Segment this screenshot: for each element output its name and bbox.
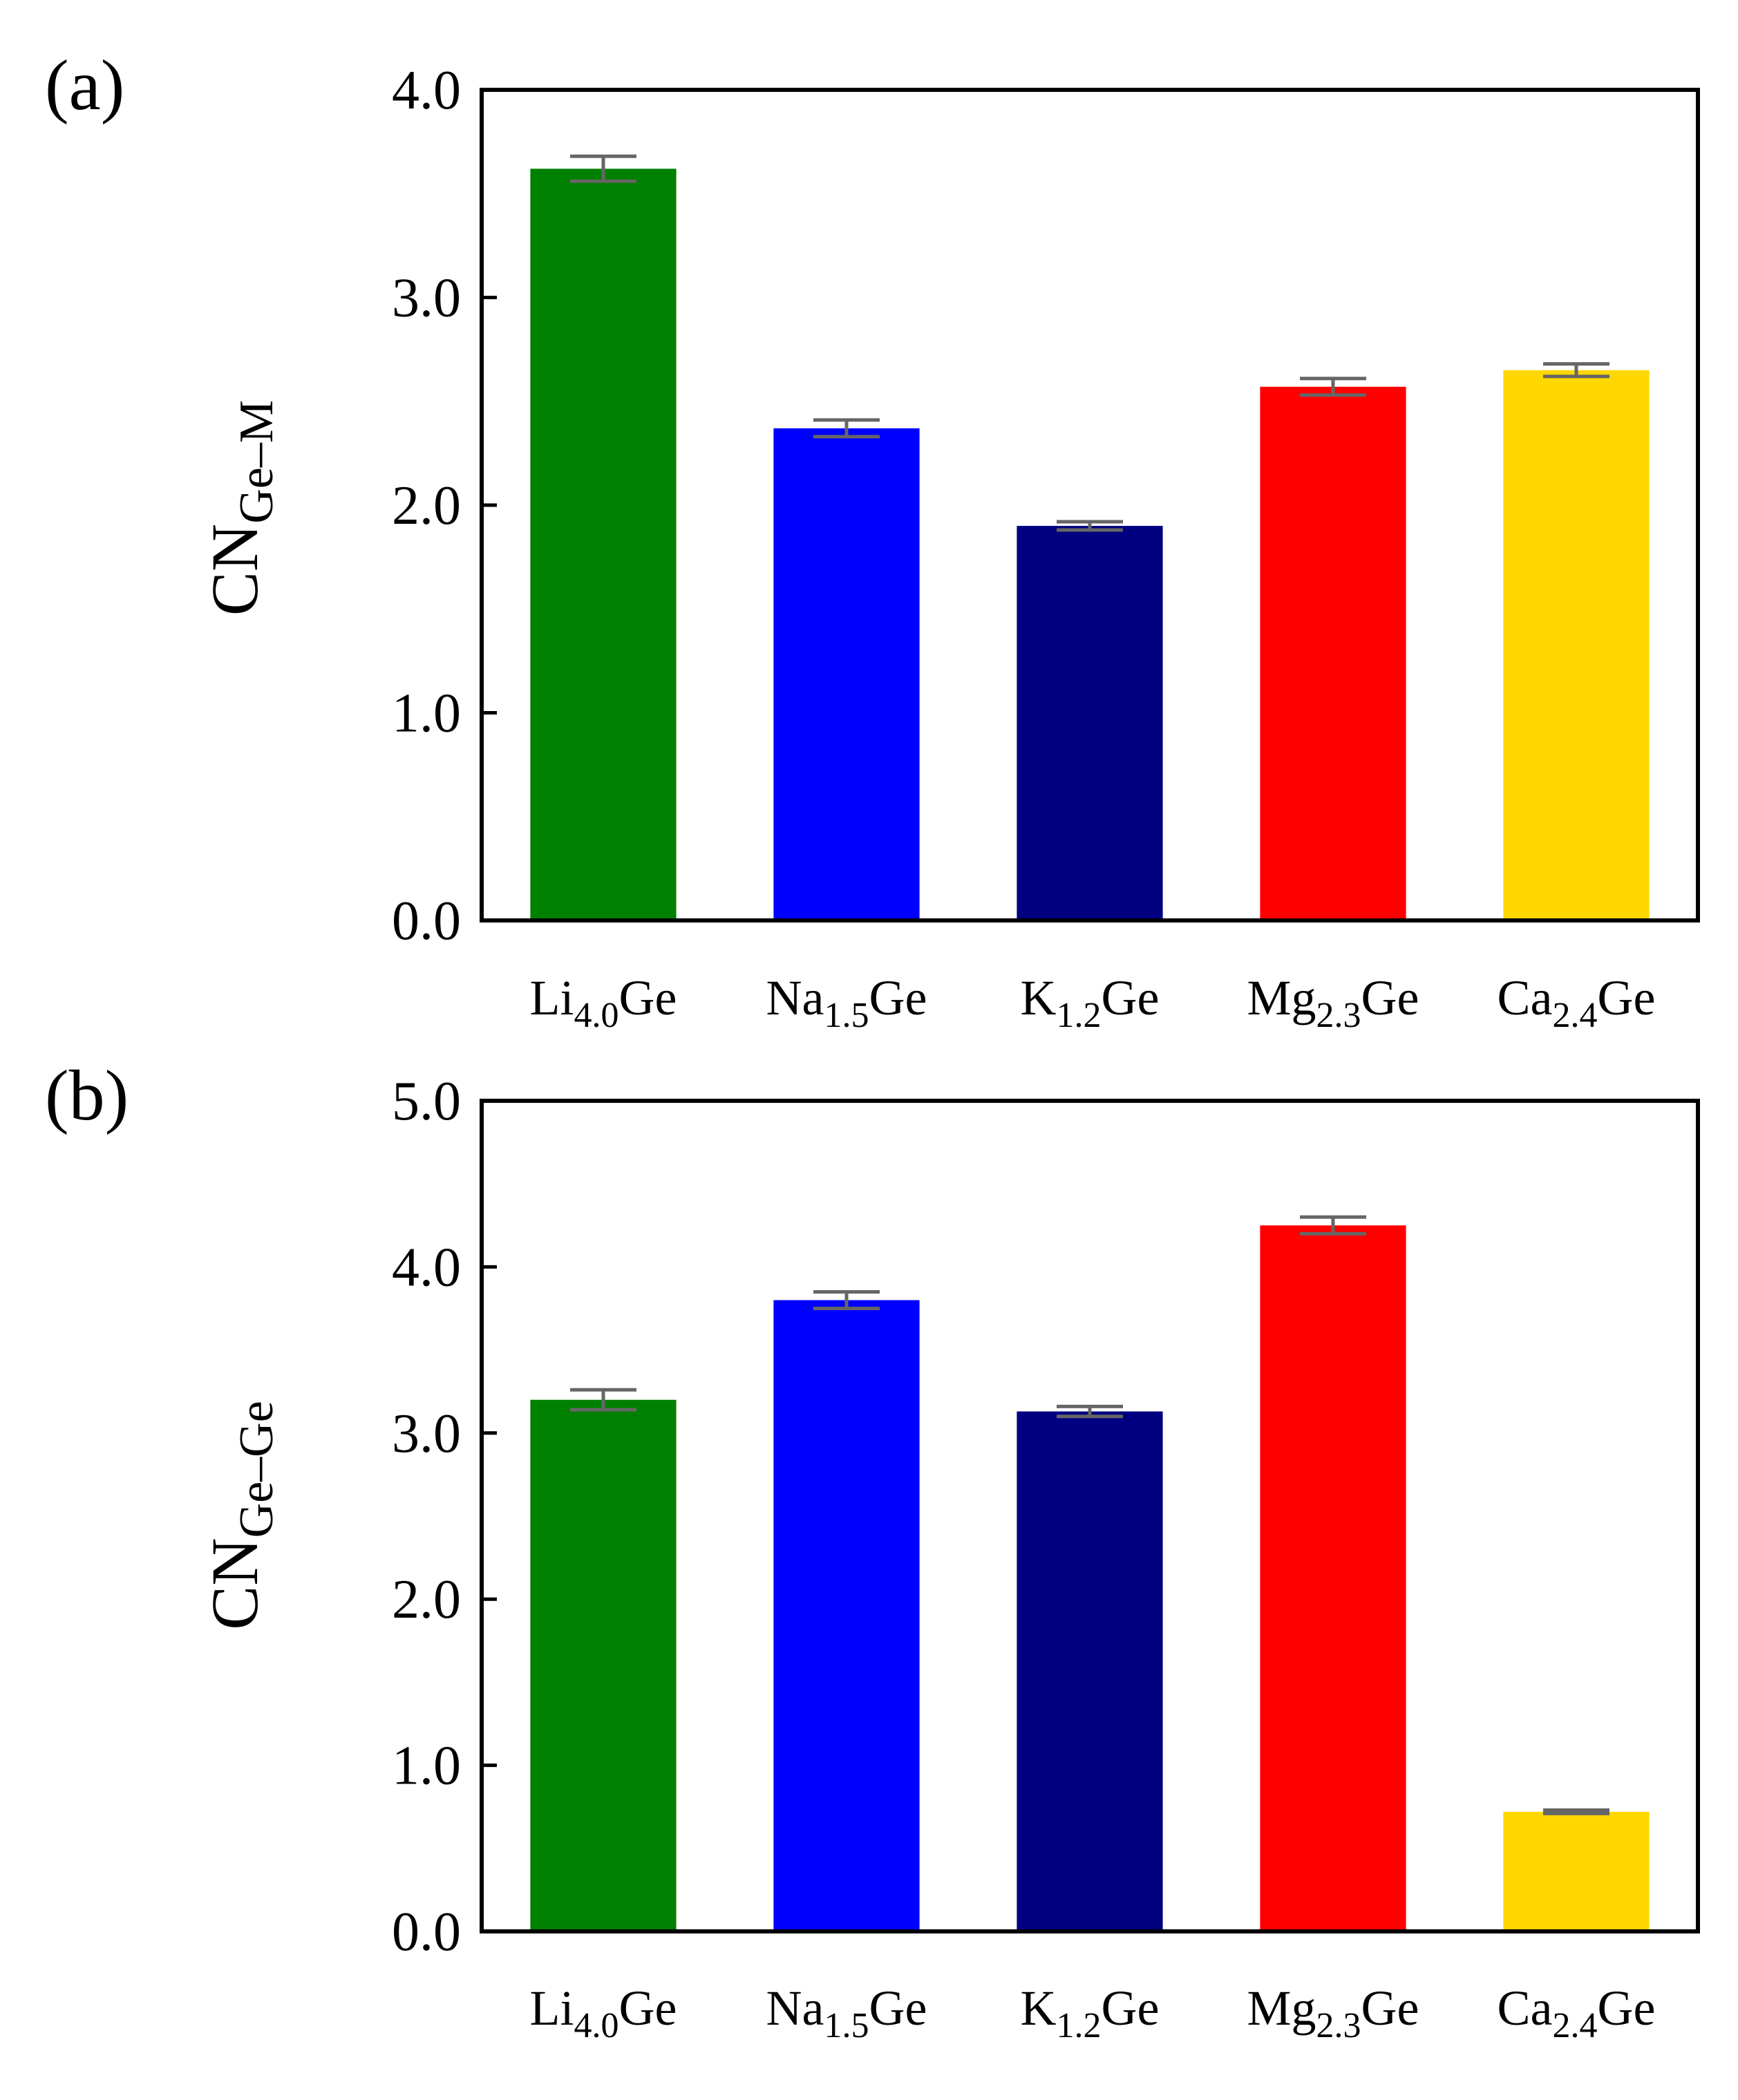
panel-b-x-labels: Li4.0Ge Na1.5Ge K1.2Ge Mg2.3Ge Ca2.4Ge bbox=[530, 1980, 1656, 2045]
panel-a-ylabel: CNGe–M bbox=[198, 400, 283, 616]
panel-b-y-tick-label: 5.0 bbox=[392, 1071, 461, 1132]
panel-a-ylabel-main: CN bbox=[198, 524, 272, 616]
panel-b-error-bar-4 bbox=[1300, 1215, 1366, 1236]
panel-b-category-label-3: K1.2Ge bbox=[1021, 1980, 1160, 2045]
panel-a-error-bar-1 bbox=[570, 154, 636, 183]
panel-a-error-bar-3 bbox=[1057, 520, 1123, 532]
panel-b-bar-2 bbox=[773, 1300, 920, 1931]
panel-b-y-tick-label: 4.0 bbox=[392, 1237, 461, 1298]
panel-a-y-tick-label: 3.0 bbox=[392, 268, 461, 329]
panel-a-bar-3 bbox=[1017, 526, 1163, 920]
panel-b-plot-frame bbox=[480, 1099, 1700, 1933]
panel-b-y-tick-label: 1.0 bbox=[392, 1736, 461, 1797]
panel-a-label: (a) bbox=[45, 46, 124, 125]
panel-a-bars bbox=[530, 169, 1650, 921]
panel-b-category-label-1: Li4.0Ge bbox=[530, 1980, 677, 2045]
panel-a-bar-1 bbox=[530, 169, 677, 921]
panel-a-category-label-3: K1.2Ge bbox=[1021, 970, 1160, 1035]
panel-a: (a) CNGe–M 0.0 1.0 2.0 3.0 4.0 Li4.0Ge Na1.5G… bbox=[45, 46, 1700, 1035]
panel-a-error-bars bbox=[570, 154, 1609, 532]
panel-a-error-bar-2 bbox=[813, 418, 880, 439]
panel-b-label: (b) bbox=[45, 1056, 129, 1135]
panel-b-bar-1 bbox=[530, 1399, 677, 1931]
panel-b-ylabel-sub: Ge–Ge bbox=[230, 1401, 283, 1538]
panel-b-ylabel-main: CN bbox=[198, 1538, 272, 1629]
panel-b-error-bars bbox=[570, 1215, 1609, 1815]
panel-a-x-labels: Li4.0Ge Na1.5Ge K1.2Ge Mg2.3Ge Ca2.4Ge bbox=[530, 970, 1656, 1035]
panel-b-category-label-4: Mg2.3Ge bbox=[1247, 1980, 1419, 2045]
panel-a-category-label-1: Li4.0Ge bbox=[530, 970, 677, 1035]
panel-b-error-bar-1 bbox=[570, 1388, 636, 1412]
panel-b-error-bar-3 bbox=[1057, 1404, 1123, 1419]
panel-a-y-tick-label: 0.0 bbox=[392, 891, 461, 952]
panel-b-ylabel: CNGe–Ge bbox=[198, 1401, 283, 1630]
panel-a-ylabel-sub: Ge–M bbox=[230, 400, 283, 524]
panel-a-error-bar-5 bbox=[1543, 362, 1609, 379]
panel-b-y-ticks: 0.0 1.0 2.0 3.0 4.0 5.0 bbox=[392, 1071, 497, 1962]
panel-a-y-tick-label: 2.0 bbox=[392, 475, 461, 536]
panel-b-bar-5 bbox=[1503, 1811, 1650, 1931]
panel-a-bar-2 bbox=[773, 428, 920, 920]
panel-b-error-bar-2 bbox=[813, 1289, 880, 1310]
panel-b-y-tick-label: 2.0 bbox=[392, 1569, 461, 1630]
panel-b-bars bbox=[530, 1225, 1650, 1931]
panel-a-y-tick-label: 4.0 bbox=[392, 60, 461, 121]
panel-b-category-label-2: Na1.5Ge bbox=[766, 1980, 927, 2045]
panel-b-category-label-5: Ca2.4Ge bbox=[1498, 1980, 1656, 2045]
panel-b-error-bar-5 bbox=[1543, 1808, 1609, 1815]
panel-b-bar-4 bbox=[1260, 1225, 1406, 1931]
panel-b-y-tick-label: 0.0 bbox=[392, 1902, 461, 1962]
panel-b: (b) CNGe–Ge 0.0 1.0 2.0 3.0 4.0 5.0 Li4.0Ge Na… bbox=[45, 1056, 1700, 2045]
panel-a-category-label-4: Mg2.3Ge bbox=[1247, 970, 1419, 1035]
panel-a-category-label-5: Ca2.4Ge bbox=[1498, 970, 1656, 1035]
panel-a-category-label-2: Na1.5Ge bbox=[766, 970, 927, 1035]
panel-a-y-ticks: 0.0 1.0 2.0 3.0 4.0 bbox=[392, 60, 497, 952]
panel-a-bar-4 bbox=[1260, 386, 1406, 920]
panel-a-y-tick-label: 1.0 bbox=[392, 683, 461, 744]
panel-a-bar-5 bbox=[1503, 370, 1650, 920]
panel-b-y-tick-label: 3.0 bbox=[392, 1403, 461, 1464]
panel-b-bar-3 bbox=[1017, 1411, 1163, 1931]
panel-a-plot-frame bbox=[480, 88, 1700, 923]
panel-a-error-bar-4 bbox=[1300, 377, 1366, 397]
